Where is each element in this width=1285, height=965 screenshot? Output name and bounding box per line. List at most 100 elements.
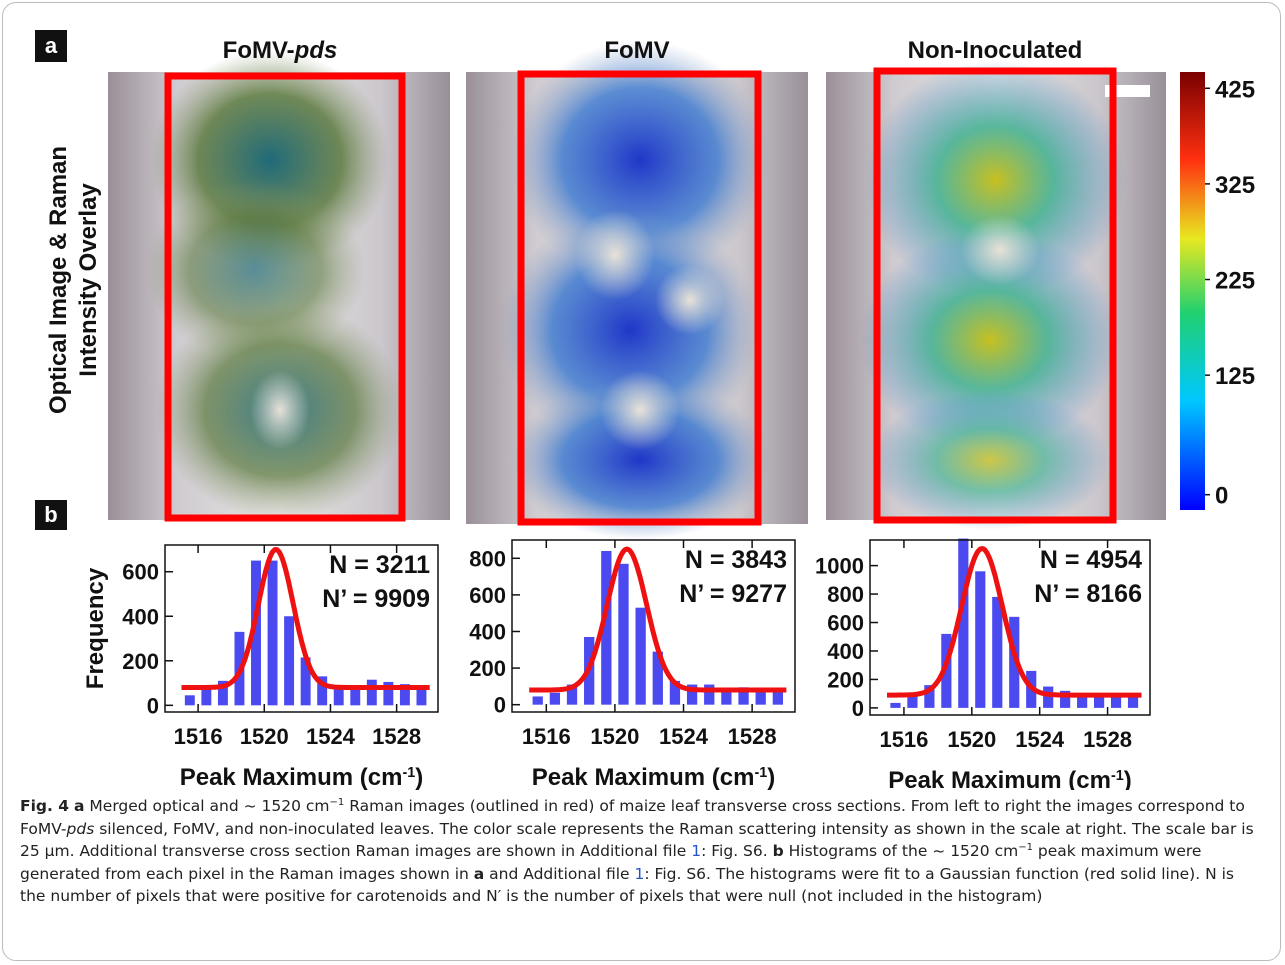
colorbar xyxy=(1180,72,1205,510)
caption-run: peak maximum were generated from each pi… xyxy=(20,842,1202,883)
caption-run: and Additional file xyxy=(484,864,635,883)
histogram-bar xyxy=(333,686,344,706)
raman-image xyxy=(466,40,808,540)
colorbar-tick-label: 0 xyxy=(1215,483,1228,510)
image-title: Non-Inoculated xyxy=(908,37,1083,64)
x-axis-label: Peak Maximum (cm-1) xyxy=(180,764,424,790)
x-tick-label: 1516 xyxy=(174,724,223,749)
caption-run: : Fig. S6. xyxy=(701,842,773,860)
histogram-bar xyxy=(366,679,377,706)
colorbar-tick-label: 325 xyxy=(1215,172,1255,199)
y-tick-label: 400 xyxy=(469,619,506,644)
histogram-bar xyxy=(704,684,715,705)
panel-label-box xyxy=(35,30,67,62)
colorbar-tick-label: 425 xyxy=(1215,76,1255,103)
caption-run: a xyxy=(74,797,85,815)
y-tick-label: 600 xyxy=(469,583,506,608)
y-tick-label: 200 xyxy=(469,656,506,681)
gaussian-fit xyxy=(529,546,787,693)
text-run: ) xyxy=(415,764,423,790)
annotation: N = 3211 xyxy=(329,551,430,579)
annotation: N = 3843 xyxy=(685,546,787,574)
histogram-bar xyxy=(635,607,646,705)
y-tick-label: 800 xyxy=(469,546,506,571)
text-run: Peak Maximum (cm xyxy=(532,764,755,790)
x-axis-label: Peak Maximum (cm-1) xyxy=(888,767,1132,790)
y-tick-label: 200 xyxy=(827,667,864,692)
histogram-bar xyxy=(755,688,766,705)
raman-image xyxy=(108,50,450,522)
x-tick-label: 1524 xyxy=(1015,727,1065,752)
colorbar-tick-label: 125 xyxy=(1215,363,1255,390)
annotation: N’ = 9909 xyxy=(322,585,430,613)
raman-image xyxy=(826,60,1166,530)
image-title: FoMV-pds xyxy=(223,37,338,64)
annotation: N’ = 8166 xyxy=(1034,580,1142,608)
y-tick-label: 1000 xyxy=(815,554,864,579)
x-tick-label: 1528 xyxy=(728,724,777,749)
histogram-bar xyxy=(992,596,1003,708)
x-tick-label: 1524 xyxy=(659,724,709,749)
y-tick-label: 600 xyxy=(122,560,159,585)
y-tick-label: 400 xyxy=(122,604,159,629)
caption-run[interactable]: 1 xyxy=(691,842,702,860)
annotation: N’ = 9277 xyxy=(679,580,787,608)
caption-run: −1 xyxy=(1018,841,1033,853)
histogram-bar xyxy=(941,633,952,708)
histogram-bar xyxy=(549,692,561,705)
histogram-bar xyxy=(217,680,228,706)
panel-label-box xyxy=(35,500,67,530)
histogram-bar xyxy=(1077,693,1088,708)
caption-run: Histograms of the ~ 1520 cm xyxy=(783,842,1019,860)
histogram-bar xyxy=(317,676,328,706)
caption: Fig. 4 a Merged optical and ~ 1520 cm−1 … xyxy=(20,795,1260,908)
text-run: FoMV xyxy=(604,37,669,64)
histogram-bar xyxy=(924,685,935,708)
y-tick-label: 0 xyxy=(494,693,506,718)
image-title: FoMV xyxy=(604,37,669,64)
caption-run: Merged optical and ~ 1520 cm xyxy=(84,797,330,815)
x-tick-label: 1520 xyxy=(240,724,289,749)
y-tick-label: 0 xyxy=(852,696,864,721)
overlay-label: Optical Image & Raman xyxy=(45,146,72,414)
text-run: Peak Maximum (cm xyxy=(180,764,403,790)
caption-run: Fig. 4 xyxy=(20,797,70,815)
y-tick-label: 600 xyxy=(827,611,864,636)
caption-run: a xyxy=(473,864,485,883)
histogram-bar xyxy=(1110,695,1122,708)
colorbar-tick-label: 225 xyxy=(1215,268,1255,295)
x-tick-label: 1516 xyxy=(522,724,571,749)
y-tick-label: 400 xyxy=(827,639,864,664)
caption-run: : Fig. S6. The histograms were fit to a … xyxy=(20,864,1234,906)
caption-run[interactable]: 1 xyxy=(634,864,645,883)
y-tick-label: 200 xyxy=(122,649,159,674)
text-run: ) xyxy=(1124,767,1132,790)
y-tick-label: 800 xyxy=(827,582,864,607)
histogram-bar xyxy=(399,684,410,706)
x-tick-label: 1524 xyxy=(306,724,356,749)
histogram-bar xyxy=(251,560,261,706)
text-run: pds xyxy=(294,37,338,64)
text-run: FoMV- xyxy=(223,37,295,64)
histogram-bar xyxy=(416,685,427,706)
panel-label: a xyxy=(45,33,58,58)
histogram-bar xyxy=(300,657,311,706)
caption-run: Raman images (outlined in red) of maize … xyxy=(20,797,1245,838)
histogram-bar xyxy=(958,538,969,708)
histogram-bar xyxy=(201,688,212,706)
x-axis-label: Peak Maximum (cm-1) xyxy=(532,764,776,790)
histogram-bar xyxy=(532,696,543,705)
caption-run: b xyxy=(772,842,784,860)
histogram-bar xyxy=(1009,616,1020,708)
histogram-bar xyxy=(890,702,901,708)
x-tick-label: 1516 xyxy=(879,727,928,752)
caption-run: −1 xyxy=(329,796,345,808)
histogram-bar xyxy=(1060,690,1071,708)
histogram-bar xyxy=(566,684,578,705)
histogram-bar xyxy=(772,690,783,705)
x-tick-label: 1528 xyxy=(1083,727,1132,752)
text-run: -1 xyxy=(1111,768,1124,784)
x-tick-label: 1528 xyxy=(372,724,421,749)
